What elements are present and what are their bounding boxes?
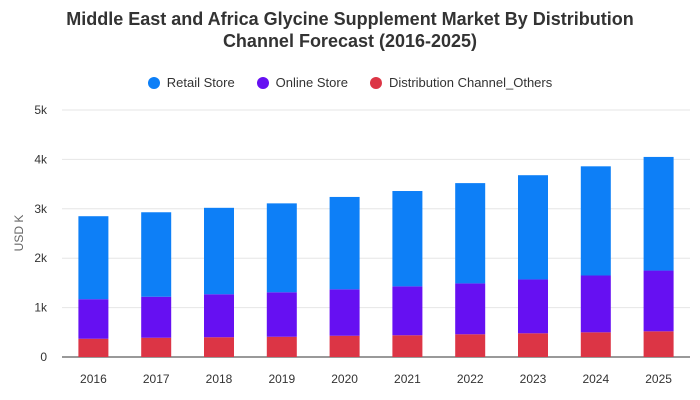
bar-online-store-2019[interactable] bbox=[266, 292, 297, 337]
legend-label-online-store: Online Store bbox=[275, 75, 348, 90]
bar-online-store-2024[interactable] bbox=[580, 275, 611, 333]
legend-item-online-store[interactable]: Online Store bbox=[256, 75, 348, 90]
y-axis-label: USD K bbox=[12, 215, 26, 252]
y-tick-label: 4k bbox=[34, 152, 48, 166]
y-tick-label: 5k bbox=[34, 103, 48, 117]
bar-distribution-channel-others-2021[interactable] bbox=[392, 335, 423, 357]
x-tick-label: 2021 bbox=[394, 372, 421, 386]
bar-online-store-2025[interactable] bbox=[643, 270, 674, 332]
bar-distribution-channel-others-2023[interactable] bbox=[518, 333, 548, 357]
x-tick-label: 2016 bbox=[80, 372, 107, 386]
bar-online-store-2016[interactable] bbox=[78, 299, 109, 339]
legend-dot-distribution-channel-others bbox=[369, 76, 382, 89]
bar-online-store-2020[interactable] bbox=[329, 289, 360, 336]
bar-retail-store-2018[interactable] bbox=[204, 207, 234, 295]
x-tick-label: 2023 bbox=[520, 372, 547, 386]
y-tick-label: 1k bbox=[34, 301, 48, 315]
bar-retail-store-2025[interactable] bbox=[643, 156, 674, 271]
legend-label-distribution-channel-others: Distribution Channel_Others bbox=[388, 75, 553, 90]
legend-label-retail-store: Retail Store bbox=[166, 75, 235, 90]
bar-distribution-channel-others-2024[interactable] bbox=[580, 332, 611, 357]
x-tick-label: 2025 bbox=[645, 372, 672, 386]
legend-dot-online-store bbox=[256, 76, 269, 89]
legend-item-distribution-channel-others[interactable]: Distribution Channel_Others bbox=[369, 75, 553, 90]
bar-online-store-2021[interactable] bbox=[392, 286, 423, 336]
bar-retail-store-2017[interactable] bbox=[141, 212, 172, 297]
x-tick-label: 2024 bbox=[582, 372, 609, 386]
x-tick-label: 2022 bbox=[457, 372, 484, 386]
x-tick-label: 2020 bbox=[331, 372, 358, 386]
bar-online-store-2023[interactable] bbox=[518, 279, 548, 334]
bar-retail-store-2021[interactable] bbox=[392, 191, 423, 287]
chart-legend: Retail Store Online Store Distribution C… bbox=[0, 75, 700, 90]
x-tick-label: 2018 bbox=[206, 372, 233, 386]
bar-retail-store-2020[interactable] bbox=[329, 196, 360, 290]
bar-distribution-channel-others-2017[interactable] bbox=[141, 337, 172, 357]
bar-distribution-channel-others-2022[interactable] bbox=[455, 334, 486, 357]
bar-distribution-channel-others-2018[interactable] bbox=[204, 337, 234, 357]
bar-online-store-2017[interactable] bbox=[141, 296, 172, 338]
y-tick-label: 0 bbox=[40, 350, 47, 364]
bar-distribution-channel-others-2019[interactable] bbox=[266, 336, 297, 357]
bar-retail-store-2023[interactable] bbox=[518, 175, 548, 280]
chart-title-line-1: Middle East and Africa Glycine Supplemen… bbox=[66, 9, 634, 29]
y-tick-label: 3k bbox=[34, 202, 48, 216]
bar-retail-store-2016[interactable] bbox=[78, 216, 109, 300]
bar-retail-store-2022[interactable] bbox=[455, 183, 486, 284]
bar-online-store-2022[interactable] bbox=[455, 283, 486, 335]
legend-item-retail-store[interactable]: Retail Store bbox=[147, 75, 235, 90]
chart-title-line-2: Channel Forecast (2016-2025) bbox=[222, 31, 478, 51]
bar-distribution-channel-others-2020[interactable] bbox=[329, 335, 360, 357]
chart-title: Middle East and Africa Glycine Supplemen… bbox=[0, 8, 700, 52]
bar-distribution-channel-others-2025[interactable] bbox=[643, 331, 674, 357]
bar-retail-store-2019[interactable] bbox=[266, 203, 297, 293]
bar-online-store-2018[interactable] bbox=[204, 294, 234, 338]
x-tick-label: 2017 bbox=[143, 372, 170, 386]
x-tick-label: 2019 bbox=[268, 372, 295, 386]
legend-dot-retail-store bbox=[147, 76, 160, 89]
y-tick-label: 2k bbox=[34, 251, 48, 265]
bar-retail-store-2024[interactable] bbox=[580, 166, 611, 276]
bar-distribution-channel-others-2016[interactable] bbox=[78, 338, 109, 357]
